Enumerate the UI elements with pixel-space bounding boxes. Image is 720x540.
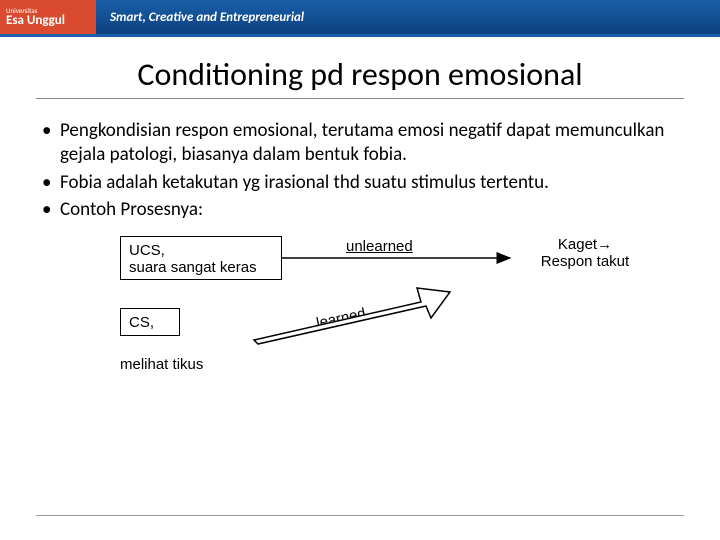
label-unlearned: unlearned bbox=[346, 238, 413, 255]
bullet-item: Contoh Prosesnya: bbox=[36, 198, 684, 222]
content-area: Conditioning pd respon emosional Pengkon… bbox=[0, 37, 720, 432]
ucs-line2: suara sangat keras bbox=[129, 259, 257, 276]
logo-main-text: Esa Unggul bbox=[6, 14, 65, 27]
footer-divider bbox=[36, 515, 684, 516]
logo: Universitas Esa Unggul bbox=[0, 0, 96, 34]
node-kaget: Kaget→ Respon takut bbox=[520, 236, 650, 271]
title-divider bbox=[36, 98, 684, 99]
melihat-text: melihat tikus bbox=[120, 356, 203, 373]
tagline: Smart, Creative and Entrepreneurial bbox=[110, 10, 304, 25]
bullet-item: Fobia adalah ketakutan yg irasional thd … bbox=[36, 171, 684, 195]
node-cs: CS, bbox=[120, 308, 180, 336]
node-ucs: UCS, suara sangat keras bbox=[120, 236, 282, 280]
bullet-list: Pengkondisian respon emosional, terutama… bbox=[36, 119, 684, 222]
page-title: Conditioning pd respon emosional bbox=[36, 55, 684, 94]
node-melihat: melihat tikus bbox=[120, 356, 203, 373]
ucs-line1: UCS, bbox=[129, 242, 165, 259]
diagram: UCS, suara sangat keras CS, melihat tiku… bbox=[36, 232, 684, 432]
kaget-line2: Respon takut bbox=[541, 253, 629, 270]
cs-text: CS, bbox=[129, 314, 154, 331]
label-learned: learned bbox=[315, 305, 367, 332]
kaget-line1: Kaget→ bbox=[558, 236, 612, 253]
bullet-item: Pengkondisian respon emosional, terutama… bbox=[36, 119, 684, 167]
header-bar: Universitas Esa Unggul Smart, Creative a… bbox=[0, 0, 720, 34]
